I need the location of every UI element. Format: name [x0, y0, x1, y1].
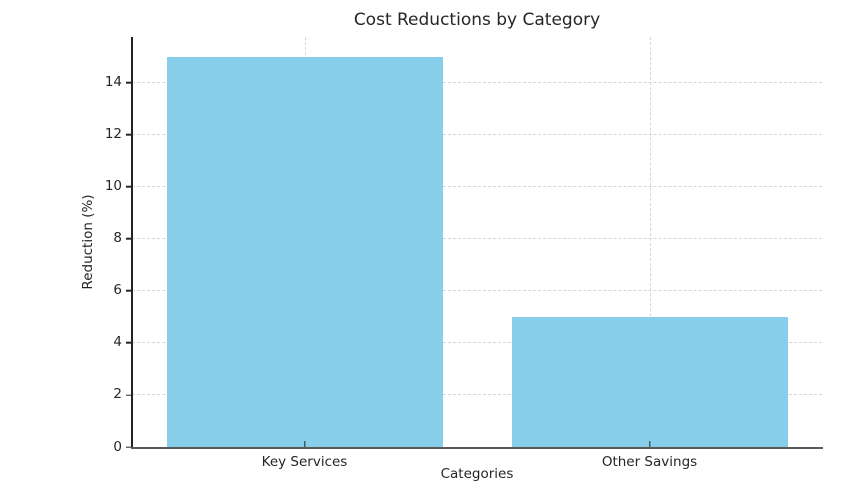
y-tick-label: 2 [113, 386, 122, 403]
x-tick-label: Other Savings [601, 453, 698, 470]
y-tick-label: 12 [104, 125, 122, 142]
y-tick [126, 81, 131, 84]
bar-key-services [166, 56, 443, 447]
x-tick-label: Key Services [261, 453, 348, 470]
x-axis-spine [131, 447, 823, 449]
chart-title: Cost Reductions by Category [353, 10, 601, 30]
y-tick-label: 0 [113, 438, 122, 455]
y-tick [126, 290, 131, 292]
y-tick [126, 394, 131, 396]
y-tick-label: 4 [113, 334, 122, 351]
y-tick [126, 238, 131, 240]
y-tick-label: 10 [104, 177, 122, 194]
plot-area: 0 2 4 6 8 10 12 14 Key Services Other Savings [105, 37, 823, 468]
y-tick-label: 8 [113, 230, 122, 246]
y-tick-label: 14 [104, 73, 122, 90]
h-gridline [132, 81, 822, 83]
y-axis-spine [131, 37, 133, 447]
h-gridline [132, 393, 822, 395]
y-axis-label: Reduction (%) [80, 194, 96, 290]
y-tick [126, 133, 131, 136]
h-gridline [132, 133, 822, 135]
y-tick [126, 185, 131, 188]
v-gridline [649, 37, 651, 447]
x-tick [303, 441, 306, 447]
y-tick [126, 342, 131, 344]
h-gridline [132, 341, 822, 343]
y-tick [126, 446, 131, 448]
x-tick [648, 441, 651, 447]
x-axis-label: Categories [440, 466, 514, 482]
y-tick-label: 6 [113, 282, 122, 299]
bar-other-savings [511, 316, 788, 447]
h-gridline [132, 237, 822, 239]
h-gridline [132, 185, 822, 187]
h-gridline [132, 289, 822, 291]
